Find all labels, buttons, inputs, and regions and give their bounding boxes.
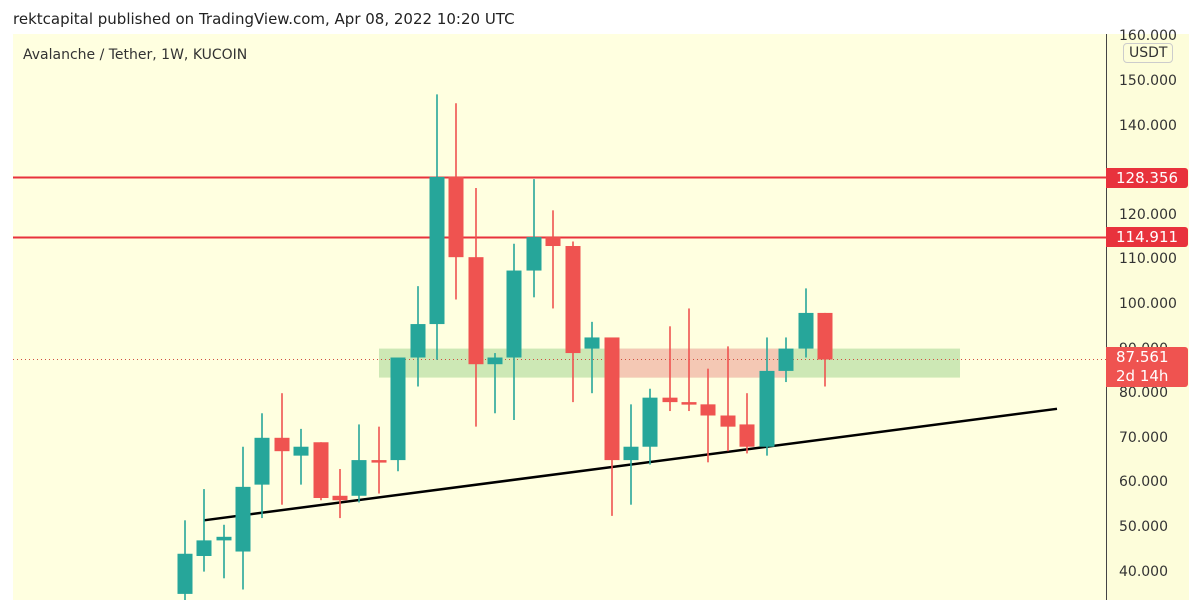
bull-candle xyxy=(798,312,814,349)
price-tick: 40.000 xyxy=(1119,563,1168,580)
bear-candle xyxy=(739,424,755,447)
bear-candle xyxy=(662,397,678,403)
level-badge-114: 114.911 xyxy=(1106,227,1188,248)
bull-candle xyxy=(429,176,445,325)
price-tick: 140.000 xyxy=(1119,117,1177,134)
bull-candle xyxy=(177,553,193,594)
price-axis[interactable]: 160.000 150.000 140.000 120.000 110.000 100.0… xyxy=(1106,28,1189,600)
bear-candle xyxy=(371,460,387,463)
bull-candle xyxy=(584,337,600,349)
currency-label[interactable]: USDT xyxy=(1123,43,1174,63)
bear-candle xyxy=(565,246,581,354)
bear-candle xyxy=(817,312,833,360)
bear-candle xyxy=(332,495,348,501)
bull-candle xyxy=(216,536,232,541)
bull-candle xyxy=(235,486,251,552)
bull-candle xyxy=(351,460,367,496)
price-tick: 150.000 xyxy=(1119,73,1177,89)
price-tick: 50.000 xyxy=(1119,519,1168,535)
bear-candle xyxy=(604,337,620,461)
bear-candle xyxy=(720,415,736,427)
bull-candle xyxy=(759,370,775,447)
price-tick: 110.000 xyxy=(1119,251,1177,268)
bull-candle xyxy=(623,446,639,461)
candlestick-plot[interactable] xyxy=(0,0,1106,600)
price-tick: 160.000 xyxy=(1119,28,1177,45)
symbol-label: Avalanche / Tether, 1W, KUCOIN xyxy=(23,47,248,63)
bull-candle xyxy=(778,348,794,371)
bull-candle xyxy=(642,397,658,447)
bear-candle xyxy=(700,404,716,416)
price-tick: 120.000 xyxy=(1119,206,1177,223)
publish-info: rektcapital published on TradingView.com… xyxy=(13,10,515,28)
bull-candle xyxy=(254,437,270,485)
price-tick: 60.000 xyxy=(1119,474,1168,491)
chart-panel[interactable] xyxy=(13,34,1106,600)
bull-candle xyxy=(506,270,522,358)
last-price-value: 87.561 xyxy=(1116,348,1169,367)
bull-candle xyxy=(526,237,542,271)
price-tick: 80.000 xyxy=(1119,385,1168,402)
bear-candle xyxy=(448,176,464,258)
bar-countdown: 2d 14h xyxy=(1116,367,1169,386)
bear-candle xyxy=(468,257,484,365)
price-tick: 70.000 xyxy=(1119,429,1168,446)
bull-candle xyxy=(293,446,309,456)
bear-candle xyxy=(313,442,329,499)
bull-candle xyxy=(410,324,426,358)
red-zone xyxy=(612,348,786,378)
bear-candle xyxy=(681,402,697,405)
price-tick: 100.000 xyxy=(1119,296,1177,312)
level-badge-128: 128.356 xyxy=(1106,167,1188,188)
bull-candle xyxy=(196,540,212,556)
bear-candle xyxy=(274,437,290,452)
last-price-badge: 87.561 2d 14h xyxy=(1106,347,1188,388)
bull-candle xyxy=(390,357,406,461)
bear-candle xyxy=(545,237,561,247)
bull-candle xyxy=(487,357,503,365)
